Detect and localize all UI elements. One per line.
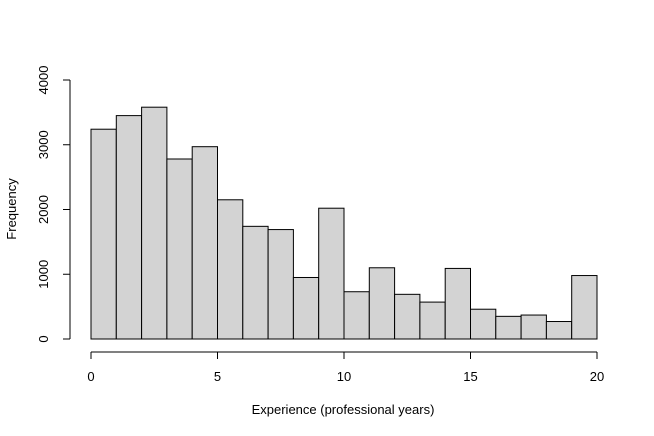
histogram-bar xyxy=(141,106,168,340)
x-tick-label: 15 xyxy=(463,369,477,384)
y-tick-label: 3000 xyxy=(36,130,51,159)
histogram-bar xyxy=(343,291,370,340)
histogram-bar xyxy=(444,267,472,340)
x-axis-label: Experience (professional years) xyxy=(252,402,435,417)
bars-group xyxy=(90,106,598,340)
histogram-bar xyxy=(166,158,193,340)
histogram-bar xyxy=(571,275,598,340)
histogram-bar xyxy=(545,321,573,340)
histogram-bar xyxy=(292,276,320,340)
histogram-bar xyxy=(520,314,547,340)
y-tick-label: 2000 xyxy=(36,195,51,224)
histogram-bar xyxy=(90,128,117,340)
histogram-bar xyxy=(368,267,396,340)
histogram-bar xyxy=(217,199,244,340)
y-tick-label: 4000 xyxy=(36,66,51,95)
x-tick-label: 10 xyxy=(337,369,351,384)
histogram-bar xyxy=(242,225,269,340)
x-tick-label: 0 xyxy=(87,369,94,384)
histogram-bar xyxy=(267,229,294,340)
x-tick-label: 20 xyxy=(590,369,604,384)
x-axis: 0 5 10 15 20 xyxy=(87,351,604,384)
y-tick-label: 0 xyxy=(36,335,51,342)
histogram-bar xyxy=(394,293,421,340)
histogram-bar xyxy=(318,207,345,340)
y-axis: 0 1000 2000 3000 4000 xyxy=(36,66,71,343)
histogram-bar xyxy=(115,115,143,340)
histogram-bar xyxy=(470,308,497,340)
y-axis-label: Frequency xyxy=(4,178,19,240)
histogram-bar xyxy=(495,315,522,340)
histogram-bar xyxy=(419,301,446,340)
x-tick-label: 5 xyxy=(214,369,221,384)
y-tick-label: 1000 xyxy=(36,260,51,289)
histogram-bar xyxy=(191,146,218,340)
